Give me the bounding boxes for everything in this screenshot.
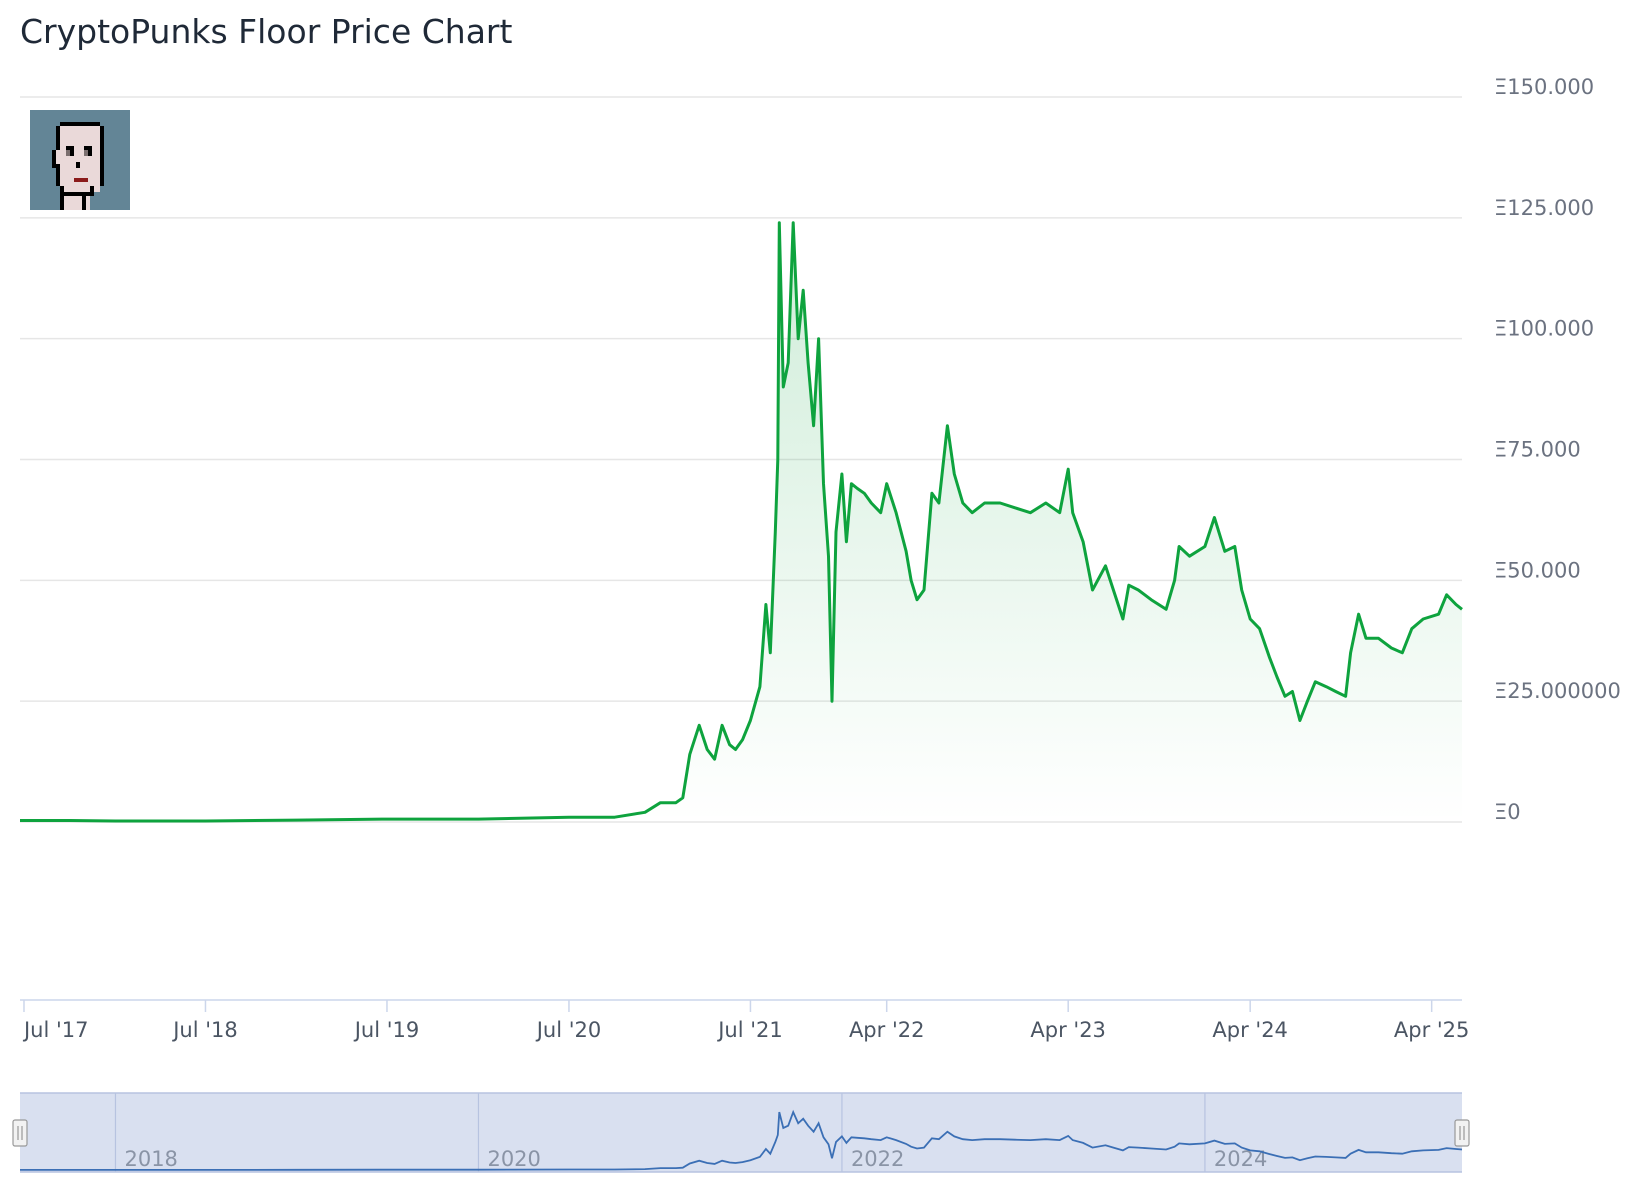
- x-tick-label-6: Apr '23: [1030, 1018, 1106, 1042]
- navigator-left-handle[interactable]: [12, 1119, 28, 1147]
- x-tick-label-8: Apr '25: [1394, 1018, 1470, 1042]
- floor-price-line: [20, 221, 1463, 823]
- y-axis-labels: Ξ0 Ξ25.000000 Ξ50.000 Ξ75.000 Ξ100.000 Ξ125.0…: [1494, 75, 1621, 824]
- navigator-tick-label-0: 2018: [124, 1147, 177, 1171]
- navigator-line: [20, 1109, 1463, 1171]
- navigator[interactable]: 2018 2020 2022 2024: [12, 1092, 1470, 1173]
- navigator-selection[interactable]: [20, 1093, 1462, 1172]
- y-tick-label-4: Ξ100.000: [1494, 317, 1594, 341]
- x-tick-label-3: Jul '20: [535, 1018, 602, 1042]
- x-tick-label-4: Jul '21: [716, 1018, 783, 1042]
- page-title: CryptoPunks Floor Price Chart: [20, 12, 513, 51]
- y-tick-label-1: Ξ25.000000: [1494, 679, 1621, 703]
- cryptopunk-avatar: [30, 110, 130, 210]
- y-tick-label-2: Ξ50.000: [1494, 558, 1581, 582]
- y-tick-label-6: Ξ150.000: [1494, 75, 1594, 99]
- navigator-right-handle[interactable]: [1454, 1119, 1470, 1147]
- navigator-tick-label-2: 2022: [851, 1147, 904, 1171]
- floor-price-area: [20, 222, 1462, 822]
- x-tick-label-7: Apr '24: [1212, 1018, 1288, 1042]
- y-tick-label-0: Ξ0: [1494, 800, 1521, 824]
- x-tick-label-1: Jul '18: [171, 1018, 238, 1042]
- y-tick-label-3: Ξ75.000: [1494, 438, 1581, 462]
- x-tick-label-0: Jul '17: [22, 1018, 89, 1042]
- y-tick-label-5: Ξ125.000: [1494, 196, 1594, 220]
- x-tick-label-5: Apr '22: [849, 1018, 925, 1042]
- navigator-tick-label-1: 2020: [487, 1147, 540, 1171]
- navigator-axis: 2018 2020 2022 2024: [114, 1093, 1267, 1172]
- x-tick-label-2: Jul '19: [353, 1018, 420, 1042]
- x-axis: Jul '17 Jul '18 Jul '19 Jul '20 Jul '21 Apr '…: [20, 999, 1470, 1042]
